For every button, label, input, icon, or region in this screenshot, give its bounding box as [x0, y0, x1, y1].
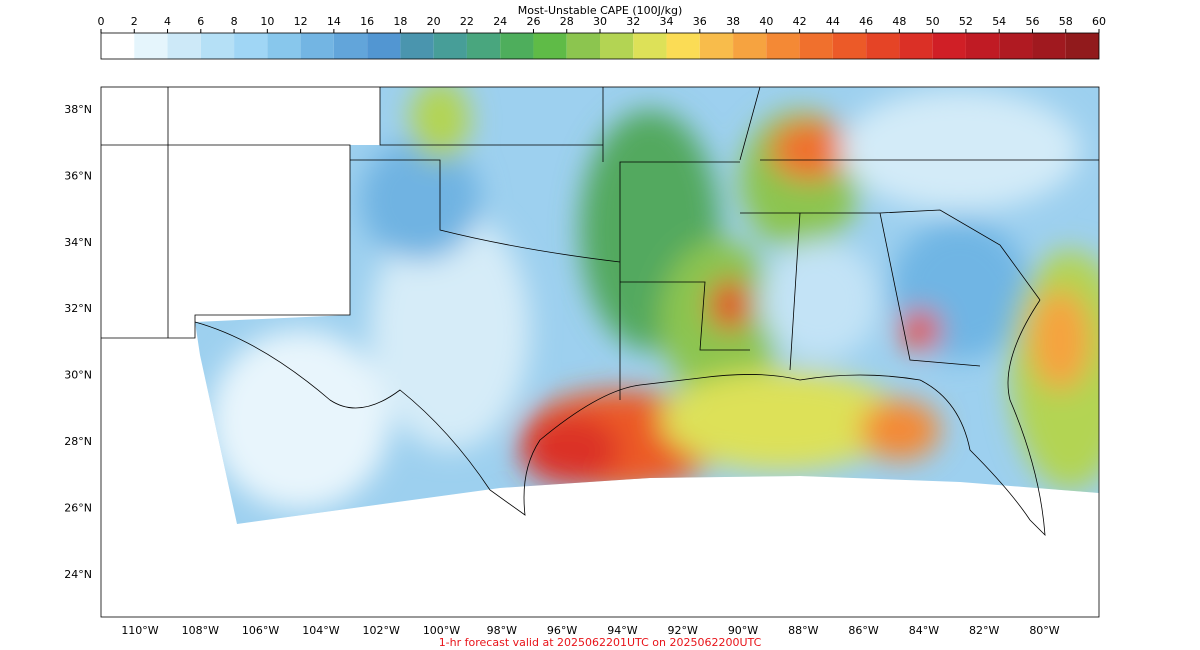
lon-label: 92°W	[668, 624, 698, 637]
lon-label: 102°W	[363, 624, 400, 637]
lon-label: 88°W	[788, 624, 818, 637]
colorbar-label: 0	[98, 15, 105, 28]
colorbar-bin	[965, 33, 1000, 59]
colorbar-label: 26	[526, 15, 540, 28]
lat-label: 38°N	[64, 103, 92, 116]
colorbar-bin	[300, 33, 334, 59]
colorbar-label: 54	[992, 15, 1006, 28]
lat-label: 24°N	[64, 568, 92, 581]
colorbar-label: 18	[393, 15, 407, 28]
colorbar-label: 22	[460, 15, 474, 28]
axis-ticks: 38°N 36°N 34°N 32°N 30°N 28°N 26°N 24°N 110°W 108…	[64, 103, 1060, 637]
colorbar-bin	[832, 33, 867, 59]
lon-label: 110°W	[121, 624, 158, 637]
colorbar-label: 58	[1059, 15, 1073, 28]
lon-label: 106°W	[242, 624, 279, 637]
colorbar-bin	[1032, 33, 1066, 59]
colorbar-bin	[101, 33, 135, 59]
colorbar-label: 42	[793, 15, 807, 28]
colorbar-label: 8	[231, 15, 238, 28]
colorbar-bin	[666, 33, 700, 59]
colorbar-bin	[167, 33, 201, 59]
colorbar-bin	[367, 33, 401, 59]
lon-label: 98°W	[487, 624, 517, 637]
lat-label: 32°N	[64, 302, 92, 315]
colorbar-bin	[699, 33, 734, 59]
colorbar-bin	[333, 33, 368, 59]
colorbar-bin	[766, 33, 800, 59]
colorbar-bin	[500, 33, 534, 59]
colorbar-label: 48	[892, 15, 906, 28]
cape-field	[195, 87, 1099, 524]
lon-label: 80°W	[1029, 624, 1059, 637]
colorbar-label: 12	[294, 15, 308, 28]
colorbar-bin	[566, 33, 600, 59]
colorbar-bin	[932, 33, 966, 59]
lat-label: 34°N	[64, 236, 92, 249]
colorbar-bin	[799, 33, 833, 59]
lon-label: 90°W	[728, 624, 758, 637]
colorbar-label: 20	[427, 15, 441, 28]
colorbar: 0 2 4 6 8 10 12 14 16 18 20 22 24 26 28 30 32 34 36 38 40 42 4…	[98, 15, 1106, 59]
colorbar-title: Most-Unstable CAPE (100J/kg)	[518, 4, 683, 17]
boundaries	[101, 86, 1099, 537]
colorbar-label: 52	[959, 15, 973, 28]
forecast-caption: 1-hr forecast valid at 2025062201UTC on …	[439, 636, 762, 649]
colorbar-bin	[600, 33, 634, 59]
colorbar-bin	[200, 33, 235, 59]
colorbar-label: 24	[493, 15, 507, 28]
lon-label: 82°W	[969, 624, 999, 637]
colorbar-bin	[733, 33, 767, 59]
colorbar-label: 10	[260, 15, 274, 28]
colorbar-label: 36	[693, 15, 707, 28]
colorbar-label: 4	[164, 15, 171, 28]
field-blobs	[210, 87, 1099, 510]
colorbar-bin	[999, 33, 1033, 59]
lon-label: 86°W	[848, 624, 878, 637]
colorbar-label: 14	[327, 15, 341, 28]
colorbar-frame	[100, 32, 1100, 60]
lon-label: 94°W	[607, 624, 637, 637]
colorbar-label: 46	[859, 15, 873, 28]
colorbar-label: 60	[1092, 15, 1106, 28]
colorbar-label: 44	[826, 15, 840, 28]
colorbar-label: 40	[759, 15, 773, 28]
map-frame	[100, 86, 1100, 618]
colorbar-label: 38	[726, 15, 740, 28]
colorbar-bin	[1065, 33, 1099, 59]
lat-label: 26°N	[64, 501, 92, 514]
colorbar-label: 16	[360, 15, 374, 28]
colorbar-label: 28	[560, 15, 574, 28]
colorbar-bin	[633, 33, 667, 59]
lon-label: 84°W	[909, 624, 939, 637]
lon-label: 104°W	[302, 624, 339, 637]
colorbar-label: 30	[593, 15, 607, 28]
colorbar-bin	[466, 33, 501, 59]
colorbar-bin	[899, 33, 933, 59]
colorbar-bin	[267, 33, 301, 59]
lat-label: 28°N	[64, 435, 92, 448]
colorbar-bin	[134, 33, 168, 59]
lon-label: 96°W	[547, 624, 577, 637]
colorbar-label: 34	[660, 15, 674, 28]
lon-label: 100°W	[423, 624, 460, 637]
colorbar-label: 2	[131, 15, 138, 28]
colorbar-label: 56	[1025, 15, 1039, 28]
colorbar-label: 32	[626, 15, 640, 28]
colorbar-label: 6	[197, 15, 204, 28]
colorbar-bin	[433, 33, 467, 59]
colorbar-bin	[533, 33, 567, 59]
colorbar-label: 50	[926, 15, 940, 28]
lon-label: 108°W	[182, 624, 219, 637]
colorbar-bin	[866, 33, 900, 59]
colorbar-bin	[234, 33, 268, 59]
lat-label: 30°N	[64, 369, 92, 382]
lat-label: 36°N	[64, 169, 92, 182]
colorbar-bin	[400, 33, 434, 59]
